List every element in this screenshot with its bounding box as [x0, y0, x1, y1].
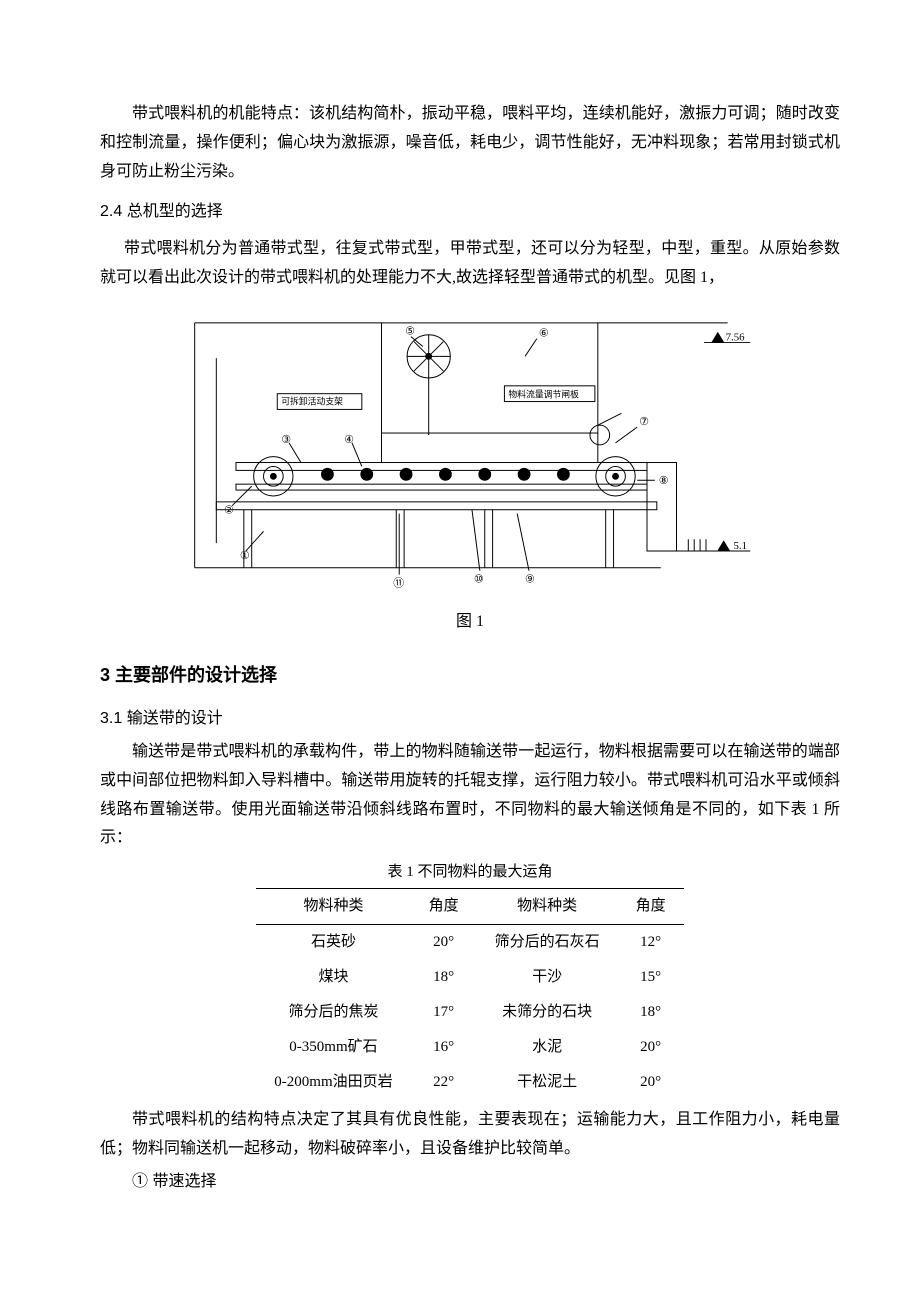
intro-paragraph: 带式喂料机的机能特点：该机结构简朴，振动平稳，喂料平均，连续机能好，激振力可调；… [100, 100, 840, 186]
heading-3-1: 3.1 输送带的设计 [100, 705, 840, 734]
table-1-caption: 表 1 不同物料的最大运角 [100, 859, 840, 886]
model-selection-paragraph: 带式喂料机分为普通带式型，往复式带式型，甲带式型，还可以分为轻型，中型，重型。从… [100, 235, 840, 293]
elev-bottom: 5.1 [734, 540, 748, 552]
svg-text:⑤: ⑤ [405, 325, 415, 337]
gate-label: 物料流量调节闸板 [508, 388, 579, 399]
table-cell: 水泥 [477, 1030, 618, 1065]
table-row: 石英砂20°筛分后的石灰石12° [256, 925, 683, 961]
heading-3: 3 主要部件的设计选择 [100, 659, 840, 691]
table-cell: 0-200mm油田页岩 [256, 1065, 410, 1100]
table-cell: 17° [411, 995, 477, 1030]
svg-text:⑩: ⑩ [474, 573, 484, 585]
svg-text:⑧: ⑧ [659, 475, 669, 487]
table-cell: 干松泥土 [477, 1065, 618, 1100]
table-cell: 0-350mm矿石 [256, 1030, 410, 1065]
svg-text:⑨: ⑨ [525, 573, 535, 585]
col-angle-1: 角度 [411, 889, 477, 925]
table-cell: 12° [618, 925, 684, 961]
svg-text:⑥: ⑥ [539, 327, 549, 339]
table-cell: 煤块 [256, 960, 410, 995]
table-cell: 15° [618, 960, 684, 995]
svg-text:①: ① [240, 550, 250, 562]
table-cell: 20° [411, 925, 477, 961]
table-cell: 石英砂 [256, 925, 410, 961]
table-cell: 筛分后的焦炭 [256, 995, 410, 1030]
figure-1-caption: 图 1 [100, 608, 840, 637]
table-row: 0-350mm矿石16°水泥20° [256, 1030, 683, 1065]
table-row: 筛分后的焦炭17°未筛分的石块18° [256, 995, 683, 1030]
table-cell: 16° [411, 1030, 477, 1065]
subhead-belt-speed: ① 带速选择 [100, 1168, 840, 1197]
col-material-1: 物料种类 [256, 889, 410, 925]
support-label: 可拆卸活动支架 [281, 395, 343, 406]
belt-design-paragraph: 输送带是带式喂料机的承载构件，带上的物料随输送带一起运行，物料根据需要可以在输送… [100, 738, 840, 853]
heading-2-4: 2.4 总机型的选择 [100, 198, 840, 227]
table-cell: 18° [618, 995, 684, 1030]
material-angle-table: 物料种类 角度 物料种类 角度 石英砂20°筛分后的石灰石12°煤块18°干沙1… [256, 888, 683, 1100]
table-header-row: 物料种类 角度 物料种类 角度 [256, 889, 683, 925]
table-cell: 筛分后的石灰石 [477, 925, 618, 961]
table-cell: 干沙 [477, 960, 618, 995]
table-cell: 22° [411, 1065, 477, 1100]
col-material-2: 物料种类 [477, 889, 618, 925]
table-row: 煤块18°干沙15° [256, 960, 683, 995]
svg-text:④: ④ [344, 434, 354, 446]
table-row: 0-200mm油田页岩22°干松泥土20° [256, 1065, 683, 1100]
table-cell: 18° [411, 960, 477, 995]
belt-feeder-diagram: 可拆卸活动支架 物料流量调节闸板 7.56 5.1 ① ② ③ ④ ⑤ ⑥ ⑦ … [175, 317, 765, 602]
col-angle-2: 角度 [618, 889, 684, 925]
svg-text:②: ② [224, 504, 234, 516]
table-cell: 未筛分的石块 [477, 995, 618, 1030]
svg-text:③: ③ [281, 434, 291, 446]
table-cell: 20° [618, 1065, 684, 1100]
table-cell: 20° [618, 1030, 684, 1065]
elev-top: 7.56 [726, 331, 745, 343]
belt-feature-paragraph: 带式喂料机的结构特点决定了其具有优良性能，主要表现在；运输能力大，且工作阻力小，… [100, 1106, 840, 1164]
svg-text:⑪: ⑪ [393, 576, 404, 589]
svg-text:⑦: ⑦ [639, 416, 649, 428]
